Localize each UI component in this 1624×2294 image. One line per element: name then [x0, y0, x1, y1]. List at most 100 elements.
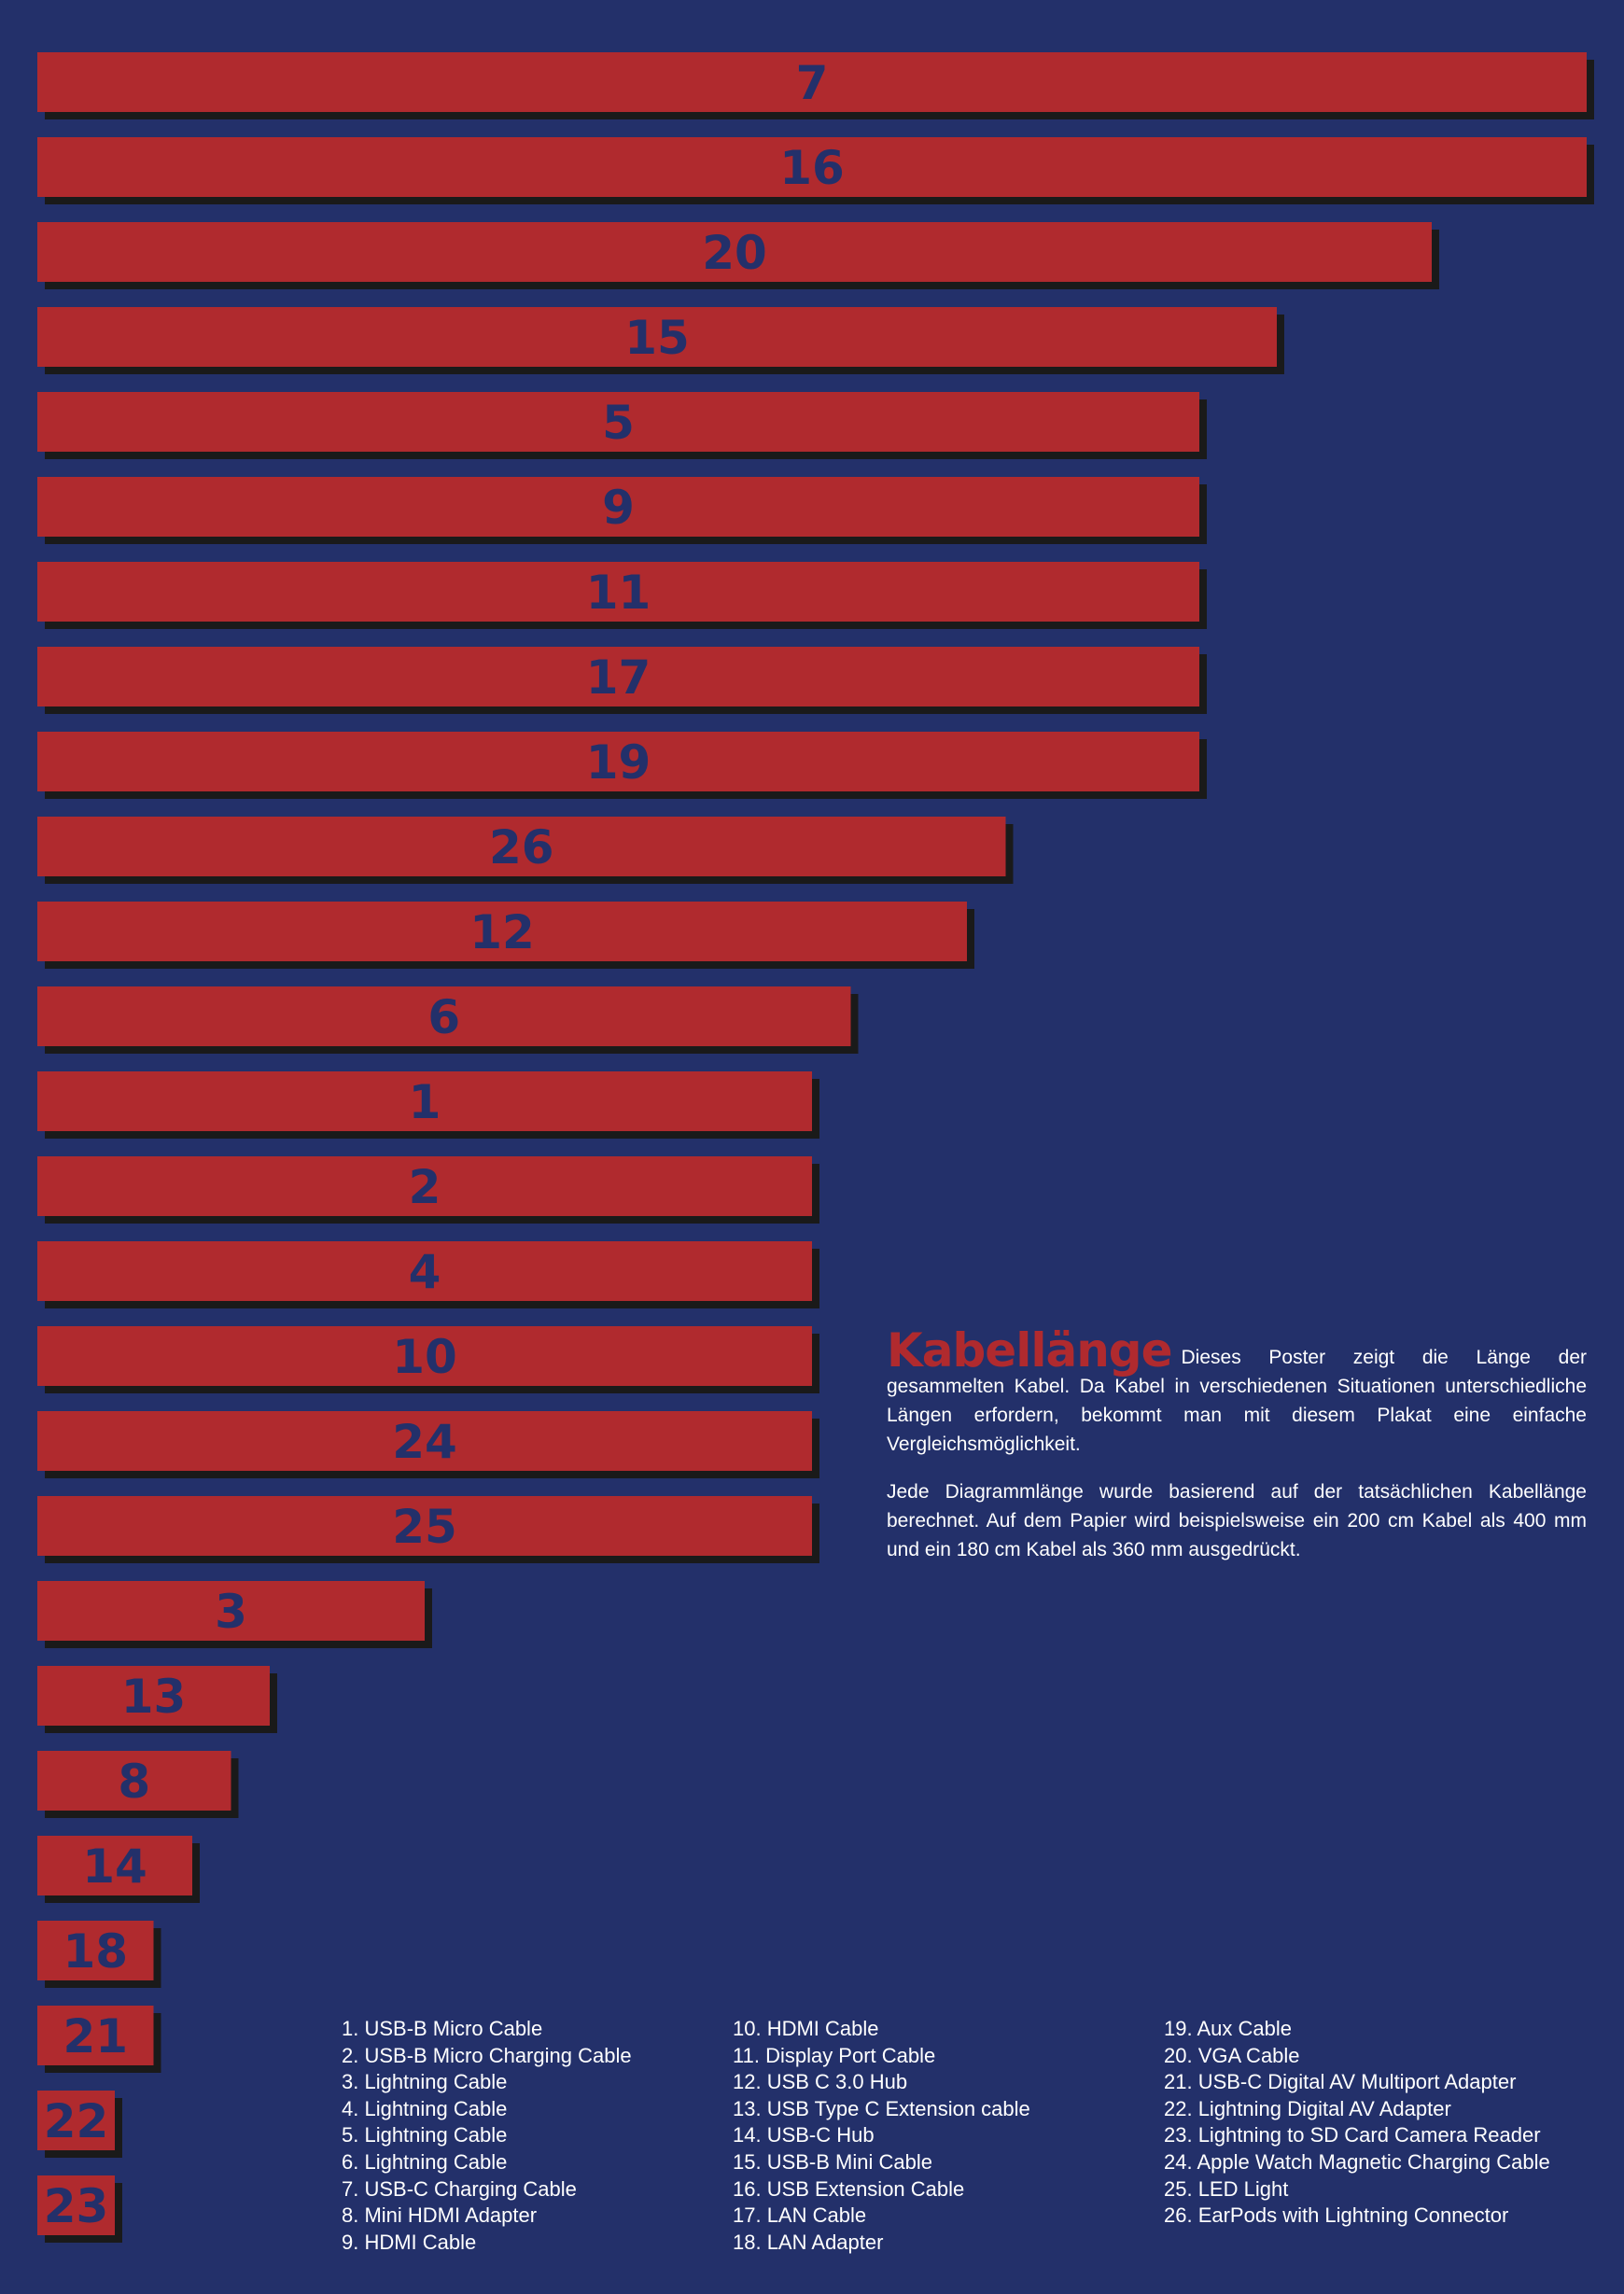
- bar-5: 5: [37, 392, 1207, 459]
- bar-label: 7: [796, 56, 829, 110]
- bar-label: 26: [489, 820, 554, 874]
- bar-label: 1: [409, 1075, 441, 1129]
- bar-label: 21: [63, 2009, 128, 2063]
- legend-column-1: 1. USB-B Micro Cable 2. USB-B Micro Charg…: [342, 2016, 632, 2256]
- bar-rect: [37, 1411, 812, 1471]
- legend-item: 4. Lightning Cable: [342, 2096, 508, 2120]
- legend-item: 22. Lightning Digital AV Adapter: [1164, 2096, 1451, 2120]
- legend-item: 9. HDMI Cable: [342, 2230, 477, 2254]
- bar-rect: [37, 986, 851, 1046]
- bar-label: 9: [602, 481, 635, 535]
- bar-rect: [37, 817, 1006, 876]
- legend-item: 12. USB C 3.0 Hub: [733, 2070, 908, 2094]
- bar-label: 18: [63, 1924, 128, 1979]
- legend-item: 19. Aux Cable: [1164, 2017, 1292, 2040]
- bar-label: 25: [392, 1500, 457, 1554]
- legend-item: 10. HDMI Cable: [733, 2017, 879, 2040]
- bar-rect: [37, 1156, 812, 1216]
- bar-label: 23: [44, 2179, 109, 2233]
- bar-18: 18: [37, 1921, 161, 1988]
- legend-item: 3. Lightning Cable: [342, 2070, 508, 2094]
- bar-label: 15: [624, 311, 690, 365]
- legend-item: 18. LAN Adapter: [733, 2230, 884, 2254]
- bar-2: 2: [37, 1156, 819, 1224]
- legend-item: 16. USB Extension Cable: [733, 2176, 965, 2201]
- legend-item: 21. USB-C Digital AV Multiport Adapter: [1164, 2070, 1517, 2094]
- bar-rect: [37, 307, 1277, 367]
- bar-rect: [37, 2006, 154, 2065]
- legend-item: 25. LED Light: [1164, 2176, 1289, 2201]
- bar-rect: [37, 222, 1432, 282]
- bar-rect: [37, 1071, 812, 1131]
- bar-6: 6: [37, 986, 859, 1054]
- legend-item: 13. USB Type C Extension cable: [733, 2096, 1030, 2120]
- bar-8: 8: [37, 1751, 239, 1818]
- bar-13: 13: [37, 1666, 277, 1733]
- legend-item: 24. Apple Watch Magnetic Charging Cable: [1164, 2149, 1550, 2174]
- legend-column-3: 19. Aux Cable 20. VGA Cable 21. USB-C Digi…: [1164, 2016, 1550, 2230]
- bar-rect: [37, 392, 1199, 452]
- legend-item: 15. USB-B Mini Cable: [733, 2149, 932, 2174]
- bar-label: 2: [409, 1160, 441, 1214]
- bar-17: 17: [37, 647, 1207, 714]
- bar-20: 20: [37, 222, 1439, 289]
- bar-4: 4: [37, 1241, 819, 1308]
- bar-rect: [37, 732, 1199, 791]
- bar-15: 15: [37, 307, 1284, 374]
- bar-rect: [37, 562, 1199, 622]
- bar-rect: [37, 1326, 812, 1386]
- bar-rect: [37, 1751, 231, 1811]
- bar-label: 16: [779, 141, 845, 195]
- bar-label: 14: [82, 1839, 147, 1894]
- bar-rect: [37, 1581, 425, 1641]
- bar-label: 24: [392, 1415, 457, 1469]
- legend-item: 26. EarPods with Lightning Connector: [1164, 2203, 1509, 2228]
- bar-24: 24: [37, 1411, 819, 1478]
- bar-rect: [37, 1836, 192, 1895]
- bar-21: 21: [37, 2006, 161, 2073]
- bar-label: 19: [586, 735, 651, 790]
- bar-rect: [37, 1241, 812, 1301]
- legend-item: 1. USB-B Micro Cable: [342, 2017, 543, 2040]
- bar-label: 22: [44, 2094, 109, 2148]
- bar-14: 14: [37, 1836, 200, 1903]
- bar-label: 17: [586, 650, 651, 705]
- info-title: Kabellänge: [887, 1323, 1173, 1378]
- bar-16: 16: [37, 137, 1594, 204]
- bar-label: 12: [469, 905, 535, 959]
- legend-item: 17. LAN Cable: [733, 2203, 867, 2228]
- bar-rect: [37, 52, 1587, 112]
- bar-label: 5: [602, 396, 635, 450]
- bar-rect: [37, 2091, 115, 2150]
- info-paragraph-1: Dieses Poster zeigt die Länge der gesamm…: [887, 1347, 1587, 1455]
- legend-item: 8. Mini HDMI Adapter: [342, 2203, 538, 2228]
- bar-7: 7: [37, 52, 1594, 119]
- bar-9: 9: [37, 477, 1207, 544]
- bar-rect: [37, 1921, 154, 1980]
- bar-rect: [37, 1496, 812, 1556]
- bar-1: 1: [37, 1071, 819, 1139]
- legend-item: 20. VGA Cable: [1164, 2043, 1300, 2067]
- bar-rect: [37, 902, 967, 961]
- bar-rect: [37, 477, 1199, 537]
- bar-label: 4: [409, 1245, 441, 1299]
- bar-label: 8: [118, 1755, 150, 1809]
- bar-rect: [37, 2175, 115, 2235]
- bar-label: 10: [392, 1330, 457, 1384]
- bar-3: 3: [37, 1581, 432, 1648]
- legend-item: 14. USB-C Hub: [733, 2123, 875, 2147]
- bar-label: 13: [121, 1670, 187, 1724]
- bar-12: 12: [37, 902, 974, 969]
- bar-26: 26: [37, 817, 1014, 884]
- legend-item: 6. Lightning Cable: [342, 2149, 508, 2174]
- bar-label: 6: [427, 990, 460, 1044]
- legend-item: 11. Display Port Cable: [733, 2043, 936, 2067]
- bar-22: 22: [37, 2091, 122, 2158]
- bar-10: 10: [37, 1326, 819, 1393]
- bar-23: 23: [37, 2175, 122, 2243]
- legend-item: 5. Lightning Cable: [342, 2123, 508, 2147]
- bar-label: 11: [586, 566, 651, 620]
- bar-rect: [37, 137, 1587, 197]
- legend-item: 23. Lightning to SD Card Camera Reader: [1164, 2123, 1541, 2147]
